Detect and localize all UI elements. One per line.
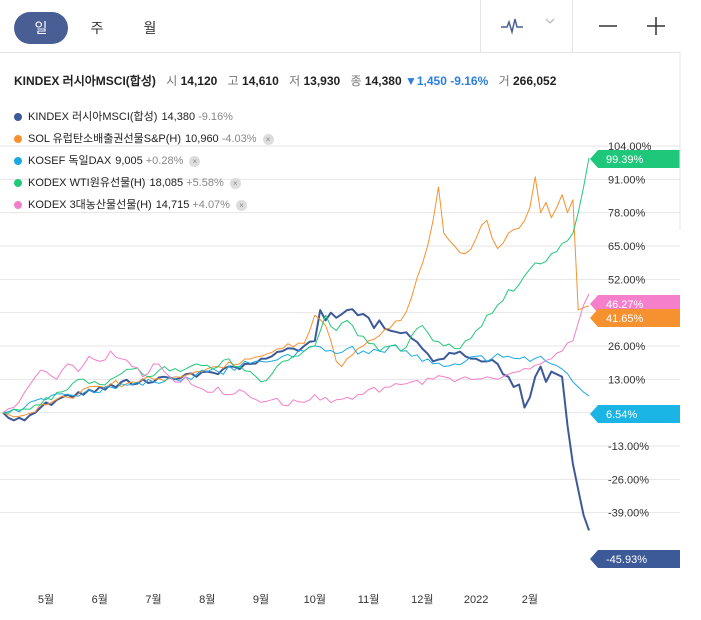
change-pct: -9.16% — [450, 74, 489, 88]
end-value-label: 6.54% — [606, 409, 637, 421]
legend-change: +4.07% — [192, 199, 230, 211]
quote-name: KINDEX 러시아MSCI(합성) — [14, 74, 156, 88]
y-tick-label: 78.00% — [608, 208, 646, 220]
legend-change: -9.16% — [198, 111, 233, 123]
legend-change: -4.03% — [221, 133, 257, 145]
legend-dot — [14, 135, 22, 143]
end-value-tag — [590, 309, 680, 327]
volume-label: 거 — [498, 74, 510, 88]
close-icon[interactable]: × — [229, 177, 241, 189]
series-line — [2, 176, 590, 418]
legend-price: 14,380 — [161, 111, 196, 123]
legend-name: KINDEX 러시아MSCI(합성) — [28, 111, 158, 123]
legend-dot — [14, 179, 22, 187]
legend-price: 18,085 — [149, 177, 184, 189]
close-icon[interactable]: × — [262, 133, 274, 145]
end-value-label: 99.39% — [606, 154, 644, 166]
high-label: 고 — [227, 74, 239, 88]
tab-weekly[interactable]: 주 — [90, 20, 104, 36]
y-tick-label: -26.00% — [608, 474, 649, 486]
legend-price: 9,005 — [115, 155, 143, 167]
chart-legend: KINDEX 러시아MSCI(합성) 14,380 -9.16% SOL 유럽탄… — [14, 106, 274, 216]
series-line — [2, 344, 590, 414]
open-label: 시 — [166, 74, 178, 88]
series-line — [2, 157, 590, 414]
end-value-label: 46.27% — [606, 299, 644, 311]
y-tick-label: 52.00% — [608, 274, 646, 286]
tab-daily[interactable]: 일 — [14, 12, 68, 44]
series-line — [2, 308, 590, 531]
chevron-down-icon[interactable] — [545, 16, 555, 28]
chart-toolbar: 일 주 월 — [0, 0, 701, 52]
legend-item[interactable]: KODEX WTI원유선물(H) 18,085 +5.58% × — [14, 172, 274, 194]
legend-name: KODEX 3대농산물선물(H) — [28, 199, 152, 211]
low-label: 저 — [289, 74, 301, 88]
legend-price: 10,960 — [185, 133, 219, 145]
low-value: 13,930 — [303, 74, 341, 88]
legend-price: 14,715 — [155, 199, 190, 211]
legend-name: KOSEF 독일DAX — [28, 155, 112, 167]
end-value-tag — [590, 295, 680, 313]
toolbar-divider — [480, 0, 481, 52]
y-tick-label: 65.00% — [608, 241, 646, 253]
change-value: ▼1,450 — [404, 74, 447, 88]
x-tick-label: 7월 — [145, 593, 161, 606]
y-tick-label: -39.00% — [608, 508, 649, 520]
volume-value: 266,052 — [512, 74, 557, 88]
end-value-tag — [590, 150, 680, 168]
end-value-label: -45.93% — [606, 554, 647, 566]
x-tick-label: 12월 — [411, 593, 433, 606]
zoom-in-button[interactable] — [640, 10, 672, 42]
line-pulse-icon[interactable] — [500, 14, 524, 38]
legend-dot — [14, 113, 22, 121]
zoom-out-button[interactable] — [592, 10, 624, 42]
x-tick-label: 5월 — [38, 593, 54, 606]
legend-name: SOL 유럽탄소배출권선물S&P(H) — [28, 133, 182, 145]
toolbar-divider — [572, 0, 573, 52]
end-value-tag — [590, 550, 680, 568]
close-icon[interactable]: × — [189, 155, 201, 167]
legend-dot — [14, 157, 22, 165]
close-value: 14,380 — [364, 74, 402, 88]
x-tick-label: 10월 — [304, 593, 326, 606]
legend-name: KODEX WTI원유선물(H) — [28, 177, 146, 189]
series-line — [2, 293, 590, 414]
y-tick-label: -13.00% — [608, 441, 649, 453]
legend-item[interactable]: KINDEX 러시아MSCI(합성) 14,380 -9.16% — [14, 106, 274, 128]
high-value: 14,610 — [242, 74, 279, 88]
close-icon[interactable]: × — [235, 199, 247, 211]
x-tick-label: 11월 — [358, 593, 380, 606]
tab-monthly[interactable]: 월 — [143, 20, 157, 36]
end-value-tag — [590, 405, 680, 423]
toolbar-rule — [0, 52, 680, 53]
legend-item[interactable]: KODEX 3대농산물선물(H) 14,715 +4.07% × — [14, 194, 274, 216]
close-label: 종 — [350, 74, 362, 88]
end-value-label: 41.65% — [606, 313, 644, 325]
legend-item[interactable]: SOL 유럽탄소배출권선물S&P(H) 10,960 -4.03% × — [14, 128, 274, 150]
open-value: 14,120 — [180, 74, 218, 88]
y-tick-label: 26.00% — [608, 341, 646, 353]
legend-change: +0.28% — [145, 155, 184, 167]
x-tick-label: 2022 — [464, 594, 488, 606]
legend-dot — [14, 201, 22, 209]
legend-change: +5.58% — [186, 177, 224, 189]
y-tick-label: 13.00% — [608, 374, 646, 386]
x-tick-label: 6월 — [92, 593, 108, 606]
y-tick-label: 91.00% — [608, 174, 646, 186]
quote-summary: KINDEX 러시아MSCI(합성) 시 14,120 고 14,610 저 1… — [14, 72, 556, 89]
x-tick-label: 2월 — [522, 593, 538, 606]
legend-item[interactable]: KOSEF 독일DAX 9,005 +0.28% × — [14, 150, 274, 172]
x-tick-label: 8월 — [199, 593, 215, 606]
x-tick-label: 9월 — [253, 593, 269, 606]
